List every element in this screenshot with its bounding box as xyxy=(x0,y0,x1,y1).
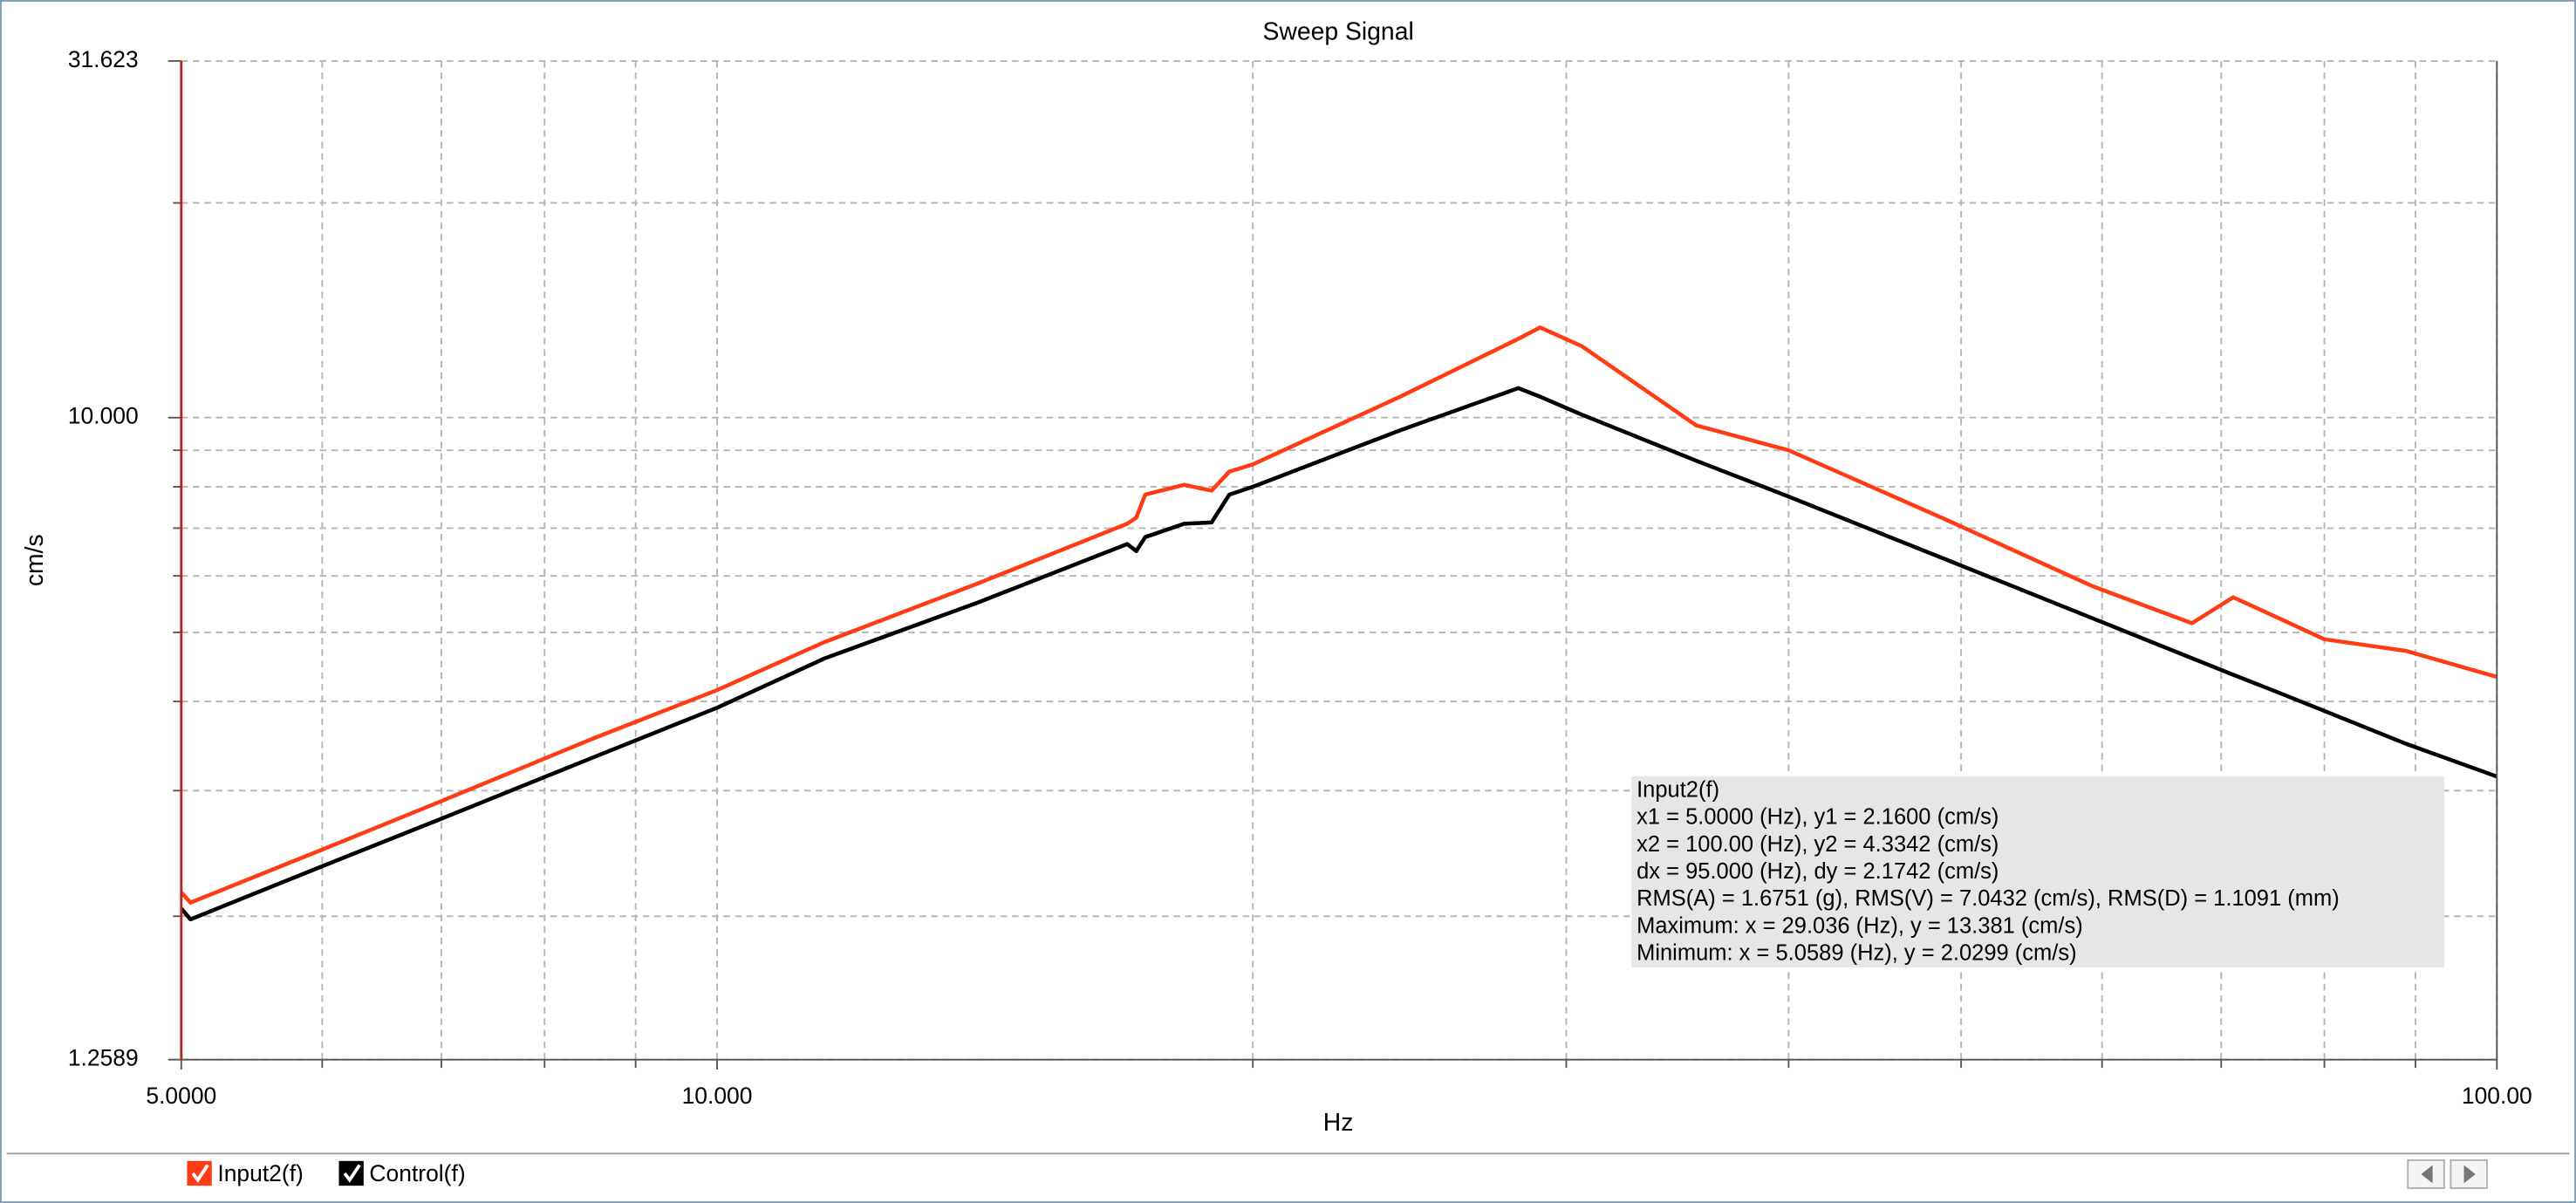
legend-label: Control(f) xyxy=(369,1160,465,1186)
y-tick-label: 31.623 xyxy=(68,46,139,72)
series-lines xyxy=(180,325,2498,922)
x-tick-label: 100.00 xyxy=(2462,1083,2532,1109)
arrow-icon xyxy=(2463,1165,2476,1184)
cursor-info: Input2(f) x1 = 5.0000 (Hz), y1 = 2.1600 … xyxy=(1631,776,2444,967)
info-line: dx = 95.000 (Hz), dy = 2.1742 (cm/s) xyxy=(1636,859,1999,884)
y-tick-label: 10.000 xyxy=(68,403,139,429)
y-axis-label: cm/s xyxy=(21,534,49,586)
x-tick-label: 10.000 xyxy=(682,1083,753,1109)
x-tick-label: 5.0000 xyxy=(146,1083,216,1109)
info-title: Input2(f) xyxy=(1636,777,1719,802)
arrow-icon xyxy=(2421,1165,2433,1184)
info-line: x1 = 5.0000 (Hz), y1 = 2.1600 (cm/s) xyxy=(1636,805,1999,830)
x-axis-label: Hz xyxy=(1323,1109,1354,1137)
series-line xyxy=(180,386,2498,922)
info-line: RMS(A) = 1.6751 (g), RMS(V) = 7.0432 (cm… xyxy=(1636,886,2340,911)
check-icon xyxy=(343,1164,361,1183)
check-icon xyxy=(191,1164,209,1183)
series-line xyxy=(180,325,2497,905)
legend-label: Input2(f) xyxy=(217,1160,303,1186)
info-line: Maximum: x = 29.036 (Hz), y = 13.381 (cm… xyxy=(1636,913,2083,938)
chart-title: Sweep Signal xyxy=(1263,17,1414,45)
scroll-left[interactable] xyxy=(2407,1159,2445,1189)
y-tick-label: 1.2589 xyxy=(68,1045,139,1071)
info-box xyxy=(1631,776,2444,967)
info-line: x2 = 100.00 (Hz), y2 = 4.3342 (cm/s) xyxy=(1636,832,1999,857)
info-line: Minimum: x = 5.0589 (Hz), y = 2.0299 (cm… xyxy=(1636,940,2077,965)
legend: Input2(f) Control(f) xyxy=(187,1160,466,1186)
